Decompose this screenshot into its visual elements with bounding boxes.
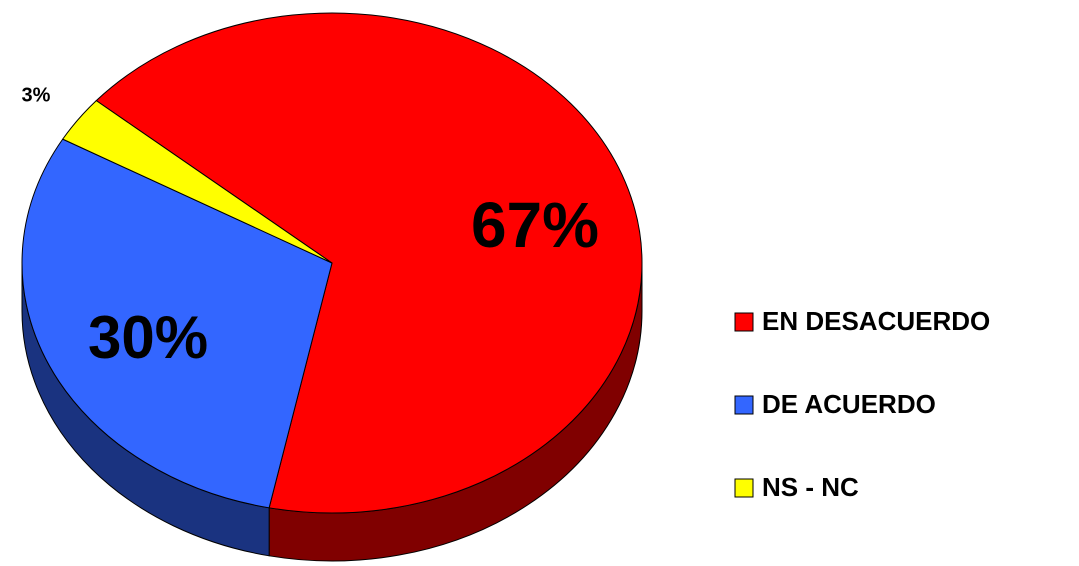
value-label: 30%: [88, 304, 208, 371]
legend-label: NS - NC: [762, 472, 859, 502]
legend-swatch: [734, 395, 754, 415]
value-label: 3%: [22, 84, 51, 106]
legend-label: DE ACUERDO: [762, 389, 936, 419]
pie-slice: [95, 12, 643, 514]
legend-swatch: [734, 478, 754, 498]
value-label: 67%: [471, 189, 599, 261]
pie-slice: [21, 138, 333, 509]
legend-swatch: [734, 312, 754, 332]
pie-slice: [61, 99, 333, 264]
labels: 67% 30% 3%: [22, 84, 600, 371]
pie: [21, 12, 643, 562]
legend: EN DESACUERDO DE ACUERDO NS - NC: [734, 306, 990, 502]
legend-label: EN DESACUERDO: [762, 306, 990, 336]
